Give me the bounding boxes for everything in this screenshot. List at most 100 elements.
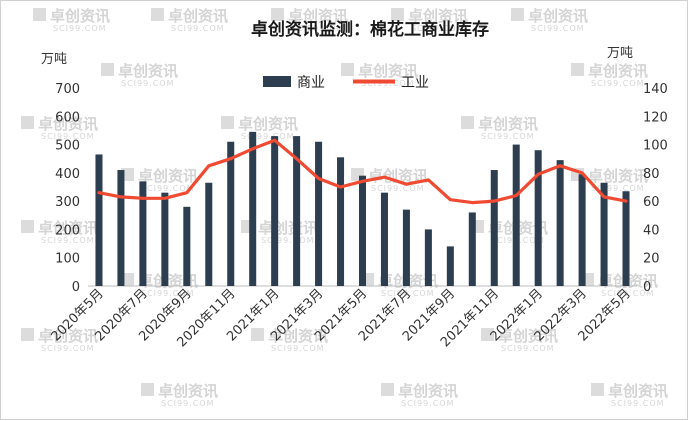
chart-title: 卓创资讯监测：棉花工商业库存 [251, 19, 489, 40]
bar-commercial [117, 170, 125, 286]
watermark-logo-icon [271, 8, 284, 21]
line-point-industrial [163, 196, 167, 200]
watermark-text: 卓创资讯 [158, 382, 218, 400]
bar-commercial [358, 175, 367, 286]
bar-series [95, 131, 630, 286]
left-tick-label: 400 [55, 167, 80, 182]
watermark-logo-icon [151, 8, 164, 21]
bar-commercial [139, 181, 147, 286]
line-point-industrial [361, 179, 364, 183]
watermark-logo-icon [511, 8, 524, 21]
watermark-logo-icon [21, 220, 34, 233]
watermark-text: 卓创资讯 [138, 167, 198, 185]
watermark-text: 卓创资讯 [368, 167, 428, 185]
legend-swatch-bar [263, 76, 291, 87]
watermark-subtext: SCI99.COM [271, 344, 325, 353]
bar-commercial [424, 229, 432, 286]
watermark-text: 卓创资讯 [408, 7, 468, 25]
bar-commercial [183, 206, 191, 286]
watermark-subtext: SCI99.COM [501, 344, 555, 353]
line-point-industrial [448, 198, 452, 202]
bar-commercial [380, 192, 388, 286]
watermark-subtext: SCI99.COM [411, 24, 465, 33]
watermark-text: 卓创资讯 [168, 7, 228, 25]
line-point-industrial [405, 182, 408, 186]
watermark-text: 卓创资讯 [50, 7, 110, 25]
watermark-subtext: SCI99.COM [401, 399, 455, 408]
watermark-logo-icon [33, 8, 46, 21]
watermark-subtext: SCI99.COM [601, 289, 655, 298]
bar-commercial [578, 174, 586, 286]
watermark-text: 卓创资讯 [608, 382, 668, 400]
watermark-logo-icon [101, 63, 114, 76]
line-point-industrial [185, 191, 189, 195]
line-point-industrial [295, 157, 299, 161]
watermark-subtext: SCI99.COM [161, 399, 215, 408]
watermark-logo-icon [591, 383, 604, 396]
watermark-logo-icon [481, 328, 494, 341]
right-tick-label: 60 [643, 195, 660, 210]
watermark-text: 卓创资讯 [38, 327, 98, 345]
bar-commercial [446, 246, 454, 286]
watermark-logo-icon [571, 63, 584, 76]
watermark-subtext: SCI99.COM [261, 236, 315, 245]
line-point-industrial [317, 177, 320, 180]
line-point-industrial [580, 171, 584, 175]
bar-commercial [600, 182, 608, 286]
line-point-industrial [536, 172, 540, 176]
left-tick-label: 0 [72, 280, 80, 295]
axes: 0 100 200 300 400 500 600 700 0 20 40 60 80 100 120 140 [55, 82, 668, 295]
left-tick-label: 700 [55, 82, 80, 97]
line-point-industrial [229, 157, 233, 161]
line-point-industrial [207, 164, 211, 168]
line-point-industrial [141, 196, 145, 200]
watermark-subtext: SCI99.COM [41, 236, 95, 245]
watermark-subtext: SCI99.COM [291, 24, 345, 33]
watermark-subtext: SCI99.COM [171, 24, 225, 33]
left-axis-unit: 万吨 [41, 52, 67, 67]
watermark-subtext: SCI99.COM [241, 132, 295, 141]
right-tick-label: 100 [643, 139, 668, 154]
right-tick-label: 0 [643, 280, 651, 295]
watermark-logo-icon [461, 116, 474, 129]
watermark-text: 卓创资讯 [38, 115, 98, 133]
line-point-industrial [383, 175, 386, 179]
line-point-industrial [470, 201, 474, 204]
watermark-text: 卓创资讯 [588, 62, 648, 80]
watermark-subtext: SCI99.COM [591, 79, 645, 88]
line-point-industrial [339, 185, 342, 189]
left-tick-label: 300 [55, 195, 80, 210]
watermark-logo-icon [21, 328, 34, 341]
line-point-industrial [514, 194, 518, 197]
bar-commercial [534, 150, 542, 286]
left-tick-label: 100 [55, 252, 80, 267]
watermark-logo-icon [381, 383, 394, 396]
line-point-industrial [251, 147, 255, 151]
watermark-subtext: SCI99.COM [141, 184, 195, 193]
bar-commercial [271, 136, 279, 286]
watermark-logo-icon [21, 116, 34, 129]
bar-commercial [337, 157, 345, 286]
bar-commercial [622, 191, 630, 286]
bar-commercial [512, 144, 520, 286]
watermark-logo-icon [341, 63, 354, 76]
right-tick-label: 80 [643, 167, 660, 182]
watermark-text: 卓创资讯 [38, 219, 98, 237]
watermark-text: 卓创资讯 [398, 382, 458, 400]
watermark-text: 卓创资讯 [498, 327, 558, 345]
watermark-subtext: SCI99.COM [53, 24, 107, 33]
